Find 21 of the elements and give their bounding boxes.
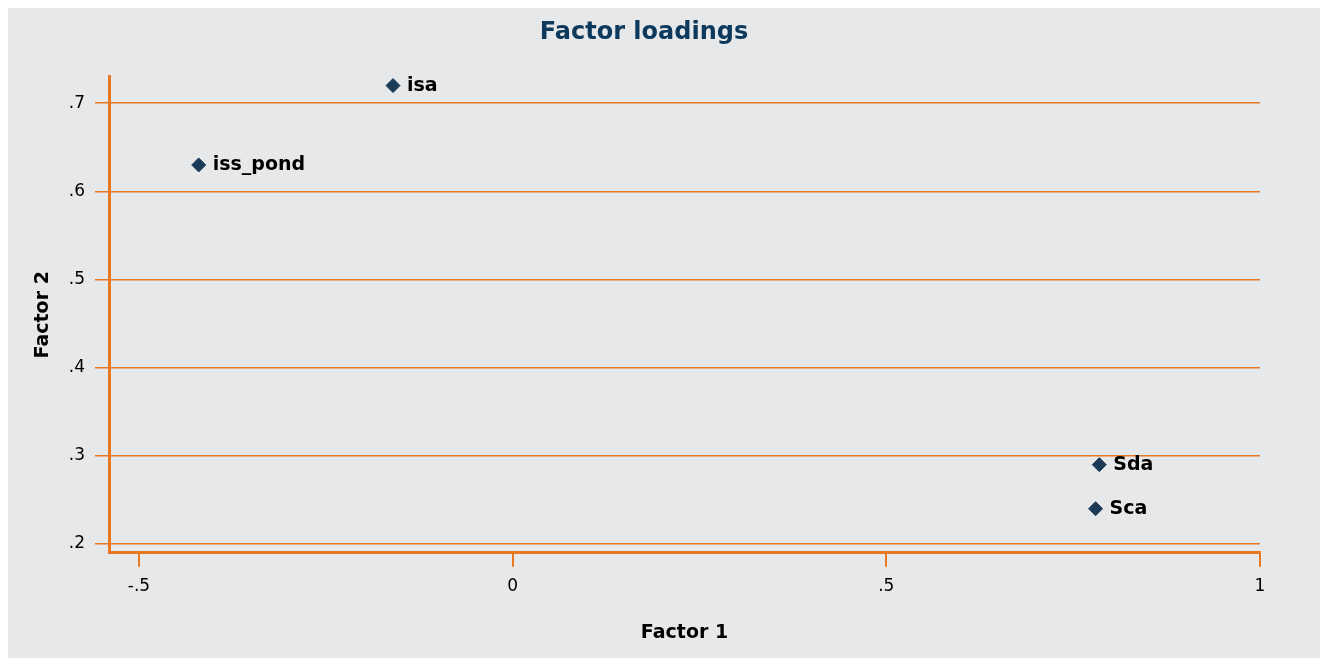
x-tick-label: 0 xyxy=(507,575,519,596)
y-tick-label: .3 xyxy=(68,444,86,465)
y-tick-label: .5 xyxy=(68,267,86,288)
y-tick-label: .7 xyxy=(68,91,86,112)
point xyxy=(385,78,401,94)
annotation: Sca xyxy=(1109,495,1148,518)
point xyxy=(1088,501,1104,517)
annotation: Sda xyxy=(1113,451,1154,474)
x-axis-title: Factor 1 xyxy=(640,619,729,642)
chart-title: Factor loadings xyxy=(539,16,749,45)
y-tick-label: .6 xyxy=(68,179,86,200)
y-axis-title: Factor 2 xyxy=(30,271,53,359)
y-tick-label: .4 xyxy=(68,356,86,377)
annotation: isa xyxy=(407,72,438,95)
y-tick-label: .2 xyxy=(68,532,86,553)
point xyxy=(191,157,207,173)
x-tick-label: 1 xyxy=(1254,575,1266,596)
x-tick-label: .5 xyxy=(878,575,895,596)
point xyxy=(1091,457,1107,473)
x-tick-label: -.5 xyxy=(127,575,151,596)
annotation: iss_pond xyxy=(212,151,306,175)
